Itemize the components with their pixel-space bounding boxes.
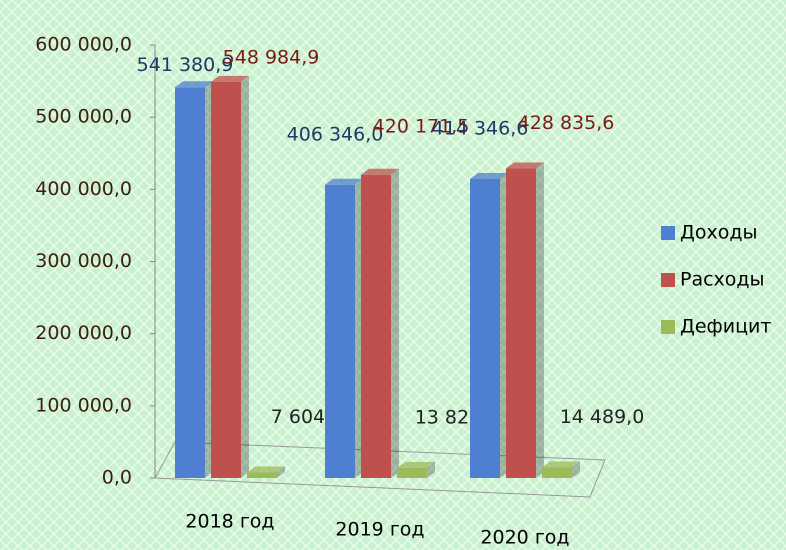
bar-front — [542, 467, 572, 478]
value-label: 428 835,6 — [518, 112, 615, 134]
bar-top — [247, 466, 285, 473]
x-tick-label: 2018 год — [185, 511, 274, 533]
bar — [211, 75, 249, 479]
bar-front — [506, 168, 536, 479]
legend-label: Расходы — [680, 269, 765, 291]
bar — [506, 162, 544, 479]
value-label: 548 984,9 — [223, 46, 320, 68]
value-label: 541 380,9 — [137, 54, 234, 76]
legend-swatch — [661, 320, 675, 334]
bar-top — [397, 462, 435, 469]
y-tick-label: 200 000,0 — [35, 322, 132, 344]
value-label: 14 489,0 — [560, 406, 645, 428]
bar-top — [211, 75, 249, 82]
bar-front — [175, 87, 205, 478]
bar-top — [542, 461, 580, 468]
value-label: 420 171,5 — [373, 115, 470, 137]
bar — [470, 172, 508, 479]
legend-label: Дефицит — [680, 316, 771, 338]
bar-front — [361, 174, 391, 478]
x-tick-label: 2019 год — [335, 519, 424, 541]
bar — [361, 168, 399, 478]
bar-top — [506, 162, 544, 169]
legend-swatch — [661, 226, 675, 240]
legend-swatch — [661, 273, 675, 287]
bar-front — [470, 178, 500, 479]
y-tick-label: 300 000,0 — [35, 250, 132, 272]
bar-side — [241, 75, 249, 479]
y-tick-label: 600 000,0 — [35, 34, 132, 56]
bar-side — [277, 466, 285, 478]
bar-top — [470, 172, 508, 179]
x-tick-label: 2020 год — [480, 527, 569, 549]
y-tick-label: 100 000,0 — [35, 394, 132, 416]
bar-front — [211, 81, 241, 479]
bar — [542, 461, 580, 478]
bar-side — [391, 168, 399, 478]
bar — [397, 462, 435, 478]
bar-front — [325, 184, 355, 478]
bar-side — [427, 462, 435, 478]
bar-front — [397, 468, 427, 478]
bar — [175, 81, 213, 478]
bar-side — [572, 461, 580, 478]
floor — [154, 441, 606, 498]
y-tick-label: 400 000,0 — [35, 178, 132, 200]
bar-top — [175, 81, 213, 88]
legend-label: Доходы — [680, 222, 757, 244]
bar-top — [325, 178, 363, 185]
bar — [325, 178, 363, 478]
y-tick-label: 500 000,0 — [35, 106, 132, 128]
bar — [247, 466, 285, 478]
value-label: 414 346,6 — [432, 117, 529, 139]
bar-front — [247, 472, 277, 478]
bar-top — [361, 168, 399, 175]
y-tick-label: 0,0 — [102, 467, 132, 489]
value-label: 406 346,0 — [287, 123, 384, 145]
bar-side — [536, 162, 544, 479]
